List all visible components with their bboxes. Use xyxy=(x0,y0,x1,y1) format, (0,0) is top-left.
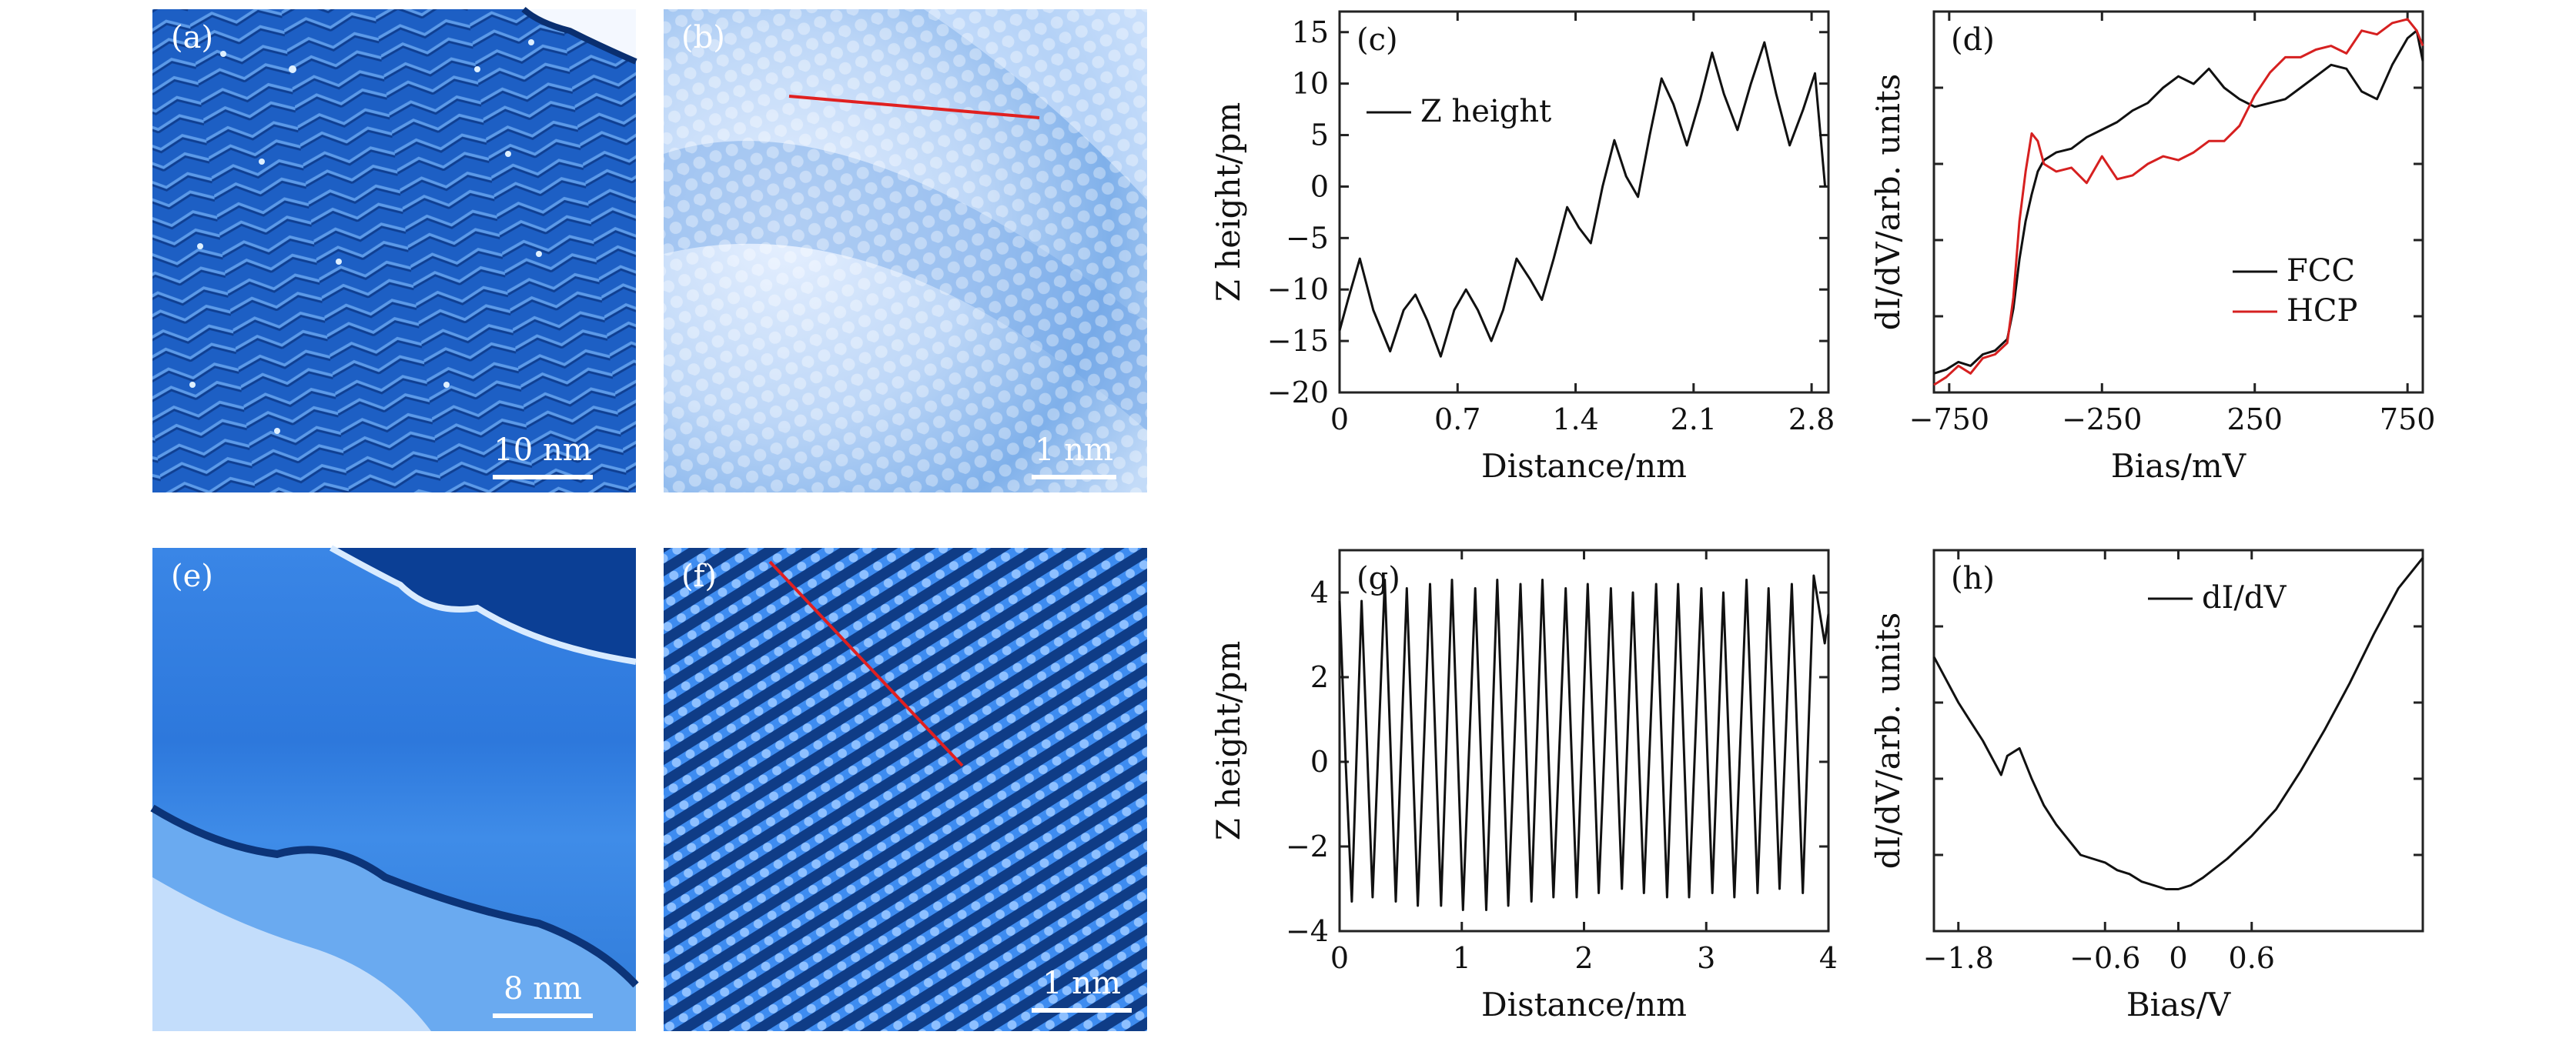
panel-b-label: (b) xyxy=(681,20,725,55)
panel-e-image: (e) 8 nm xyxy=(150,545,639,1031)
panel-b-image: (b) 1 nm xyxy=(664,9,1147,492)
panel-d-label: (d) xyxy=(1951,22,1995,58)
panel-b-scalebar xyxy=(1032,475,1116,479)
x-tick-label: −0.6 xyxy=(2069,941,2140,975)
panel-e-scalebar-label: 8 nm xyxy=(503,971,582,1007)
chart-h-frame xyxy=(1932,549,2424,933)
adatom-dots xyxy=(189,39,542,434)
panel-a-scalebar xyxy=(493,475,593,479)
panel-a-scalebar-label: 10 nm xyxy=(493,432,591,468)
panel-b-scalebar-label: 1 nm xyxy=(1035,432,1113,468)
panel-f-scalebar-label: 1 nm xyxy=(1042,966,1121,1001)
x-tick-label: 3 xyxy=(1697,941,1715,975)
legend-label: dI/dV xyxy=(2202,580,2287,616)
chart-h: −1.8 −0.6 0 0.6 Bias/V dI/dV/arb. units (h) dI/… xyxy=(1869,549,2424,1023)
y-tick-label: 0 xyxy=(1310,169,1329,203)
y-tick-label: −5 xyxy=(1286,221,1329,255)
panel-h-label: (h) xyxy=(1951,561,1995,596)
legend-label: HCP xyxy=(2287,293,2357,329)
y-tick-label: 2 xyxy=(1310,660,1329,694)
panel-f-image: (f) 1 nm xyxy=(664,548,1147,1031)
panel-f-scalebar xyxy=(1032,1008,1132,1013)
x-tick-label: 0 xyxy=(2169,941,2187,975)
panel-e-label: (e) xyxy=(171,559,213,594)
y-tick-label: 10 xyxy=(1292,67,1329,101)
panel-b-profile-line xyxy=(788,95,1040,119)
y-axis-title: Z height/pm xyxy=(1209,102,1247,302)
panel-g-label: (g) xyxy=(1357,561,1400,596)
series-g-z-height xyxy=(1338,574,1830,911)
chart-c-frame xyxy=(1338,10,1830,394)
x-tick-label: −1.8 xyxy=(1923,941,1994,975)
x-tick-label: 2.8 xyxy=(1788,402,1835,436)
y-axis-title: dI/dV/arb. units xyxy=(1869,74,1907,331)
panel-a-label: (a) xyxy=(171,20,213,55)
charts: 0 0.7 1.4 2.1 2.8−20−15−10−5051015Distance/n… xyxy=(1209,10,2436,1023)
y-tick-label: 0 xyxy=(1310,745,1329,779)
x-tick-label: 1.4 xyxy=(1552,402,1598,436)
x-axis-title: Distance/nm xyxy=(1481,447,1687,485)
x-tick-label: 1 xyxy=(1453,941,1471,975)
series-d-hcp xyxy=(1933,18,2424,386)
y-tick-label: −20 xyxy=(1267,376,1329,409)
chart-d-frame xyxy=(1932,10,2424,394)
series-c-z-height xyxy=(1338,41,1827,358)
y-tick-label: −4 xyxy=(1286,914,1329,948)
legend-label: Z height xyxy=(1420,94,1551,129)
y-axis-title: Z height/pm xyxy=(1209,641,1247,841)
y-tick-label: 5 xyxy=(1310,119,1329,152)
chart-g: 0 1 2 3 4 −4 −2 0 2 4 Distance/nm Z height/pm (g) xyxy=(1209,549,1838,1023)
y-tick-label: −10 xyxy=(1267,272,1329,306)
x-tick-label: 0 xyxy=(1330,941,1349,975)
legend-label: FCC xyxy=(2287,253,2355,289)
x-tick-label: 4 xyxy=(1819,941,1838,975)
x-tick-label: 2.1 xyxy=(1671,402,1717,436)
panel-e-scalebar xyxy=(493,1013,593,1018)
x-tick-label: 0.7 xyxy=(1434,402,1480,436)
y-tick-label: 4 xyxy=(1310,576,1329,609)
series-h-di-dv xyxy=(1932,556,2424,890)
x-tick-label: 0.6 xyxy=(2229,941,2275,975)
x-tick-label: 0 xyxy=(1330,402,1349,436)
y-tick-label: 15 xyxy=(1292,15,1329,49)
chart-d: −750 −250 250 750 Bias/mV dI/dV/arb. units (d)… xyxy=(1869,10,2436,485)
y-tick-label: −2 xyxy=(1286,830,1329,863)
x-tick-label: 250 xyxy=(2226,402,2283,436)
x-axis-title: Distance/nm xyxy=(1481,986,1687,1023)
panel-c-label: (c) xyxy=(1357,22,1398,58)
x-tick-label: −250 xyxy=(2062,402,2142,436)
y-tick-label: −15 xyxy=(1267,324,1329,358)
x-axis-title: Bias/mV xyxy=(2111,447,2246,485)
x-tick-label: 2 xyxy=(1574,941,1593,975)
panel-f-profile-line xyxy=(768,560,964,767)
x-tick-label: 750 xyxy=(2380,402,2436,436)
panel-a-image: (a) 10 nm xyxy=(152,6,637,492)
chart-c: 0 0.7 1.4 2.1 2.8 −20 −15 −10 −5 0 5 10 15 Distance/n… xyxy=(1209,10,1835,485)
x-axis-title: Bias/V xyxy=(2126,986,2231,1023)
x-tick-label: −750 xyxy=(1909,402,1989,436)
y-axis-title: dI/dV/arb. units xyxy=(1869,613,1907,870)
panel-f-label: (f) xyxy=(681,559,717,594)
